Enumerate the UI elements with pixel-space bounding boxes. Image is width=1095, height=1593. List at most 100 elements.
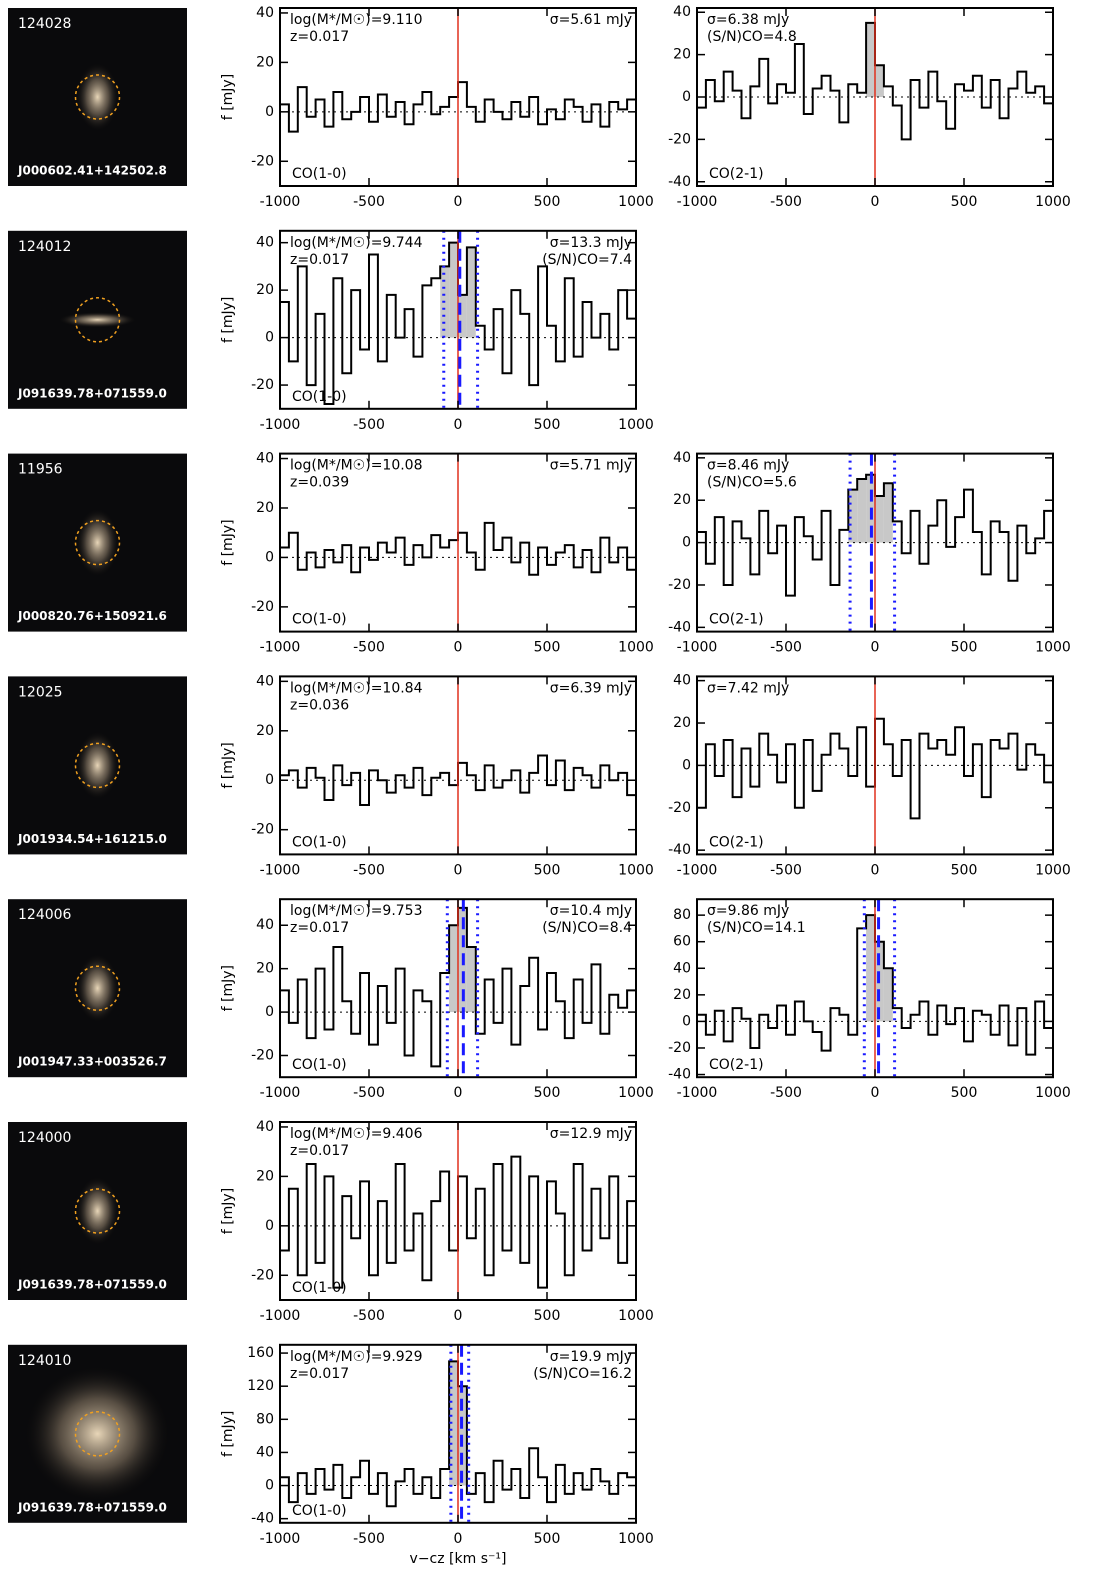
y-tick-label: 0 <box>265 330 274 346</box>
galaxy-id: 124000 <box>18 1130 71 1146</box>
galaxy-light <box>75 953 120 1024</box>
y-tick-label: -20 <box>668 800 691 816</box>
galaxy-id: 124006 <box>18 907 72 923</box>
y-tick-label: -20 <box>251 1047 274 1063</box>
line-label: CO(1-0) <box>292 1503 347 1519</box>
galaxy-light <box>75 730 120 801</box>
y-axis-label: f [mJy] <box>220 965 236 1011</box>
annotation: z=0.036 <box>290 697 349 713</box>
x-tick-label: 0 <box>454 640 463 656</box>
annotation: (S/N)CO=8.4 <box>542 920 632 936</box>
x-tick-label: -1000 <box>260 862 301 878</box>
x-tick-label: 1000 <box>1035 1085 1071 1101</box>
annotation: log(M*/M☉)=10.08 <box>290 458 423 474</box>
y-tick-label: -40 <box>668 1067 691 1083</box>
galaxy-light <box>75 62 120 132</box>
y-tick-label: 0 <box>265 1218 274 1234</box>
line-label: CO(2-1) <box>709 1057 764 1073</box>
x-tick-label: 0 <box>871 1085 880 1101</box>
y-axis-label: f [mJy] <box>220 74 236 120</box>
x-tick-label: -500 <box>770 1085 802 1101</box>
y-tick-label: -20 <box>251 822 274 838</box>
aperture <box>74 1411 121 1457</box>
annotation: log(M*/M☉)=9.406 <box>290 1126 423 1142</box>
annotation: σ=7.42 mJy <box>707 680 789 696</box>
spectrum-panel: -1000 -500 0 500 1000 -20 0 20 40 f [mJy] log(M*/M… <box>220 673 654 878</box>
line-label: CO(1-0) <box>292 612 347 628</box>
y-tick-label: 40 <box>673 4 691 20</box>
annotation: (S/N)CO=4.8 <box>707 29 797 45</box>
y-axis-label: f [mJy] <box>220 519 236 565</box>
line-shade <box>875 65 884 97</box>
y-tick-label: 20 <box>673 47 691 63</box>
x-tick-label: -1000 <box>677 1085 718 1101</box>
x-tick-label: -1000 <box>260 194 301 210</box>
annotation: log(M*/M☉)=9.753 <box>290 903 423 919</box>
x-tick-label: 500 <box>534 1085 561 1101</box>
x-tick-label: 1000 <box>618 194 654 210</box>
y-tick-label: -20 <box>251 1267 274 1283</box>
x-tick-label: 0 <box>871 640 880 656</box>
y-tick-label: -20 <box>251 153 274 169</box>
aperture <box>74 519 121 566</box>
y-tick-label: -20 <box>668 131 691 147</box>
y-tick-label: 40 <box>673 960 691 976</box>
annotation: (S/N)CO=16.2 <box>533 1366 632 1382</box>
y-tick-label: 40 <box>256 451 274 467</box>
spectrum-panel: -1000 -500 0 500 1000 -20 0 20 40 f [mJy] log(M*/M… <box>220 898 654 1101</box>
x-tick-label: 1000 <box>618 1308 654 1324</box>
x-tick-label: 0 <box>454 1085 463 1101</box>
y-tick-label: -40 <box>668 842 691 858</box>
x-tick-label: -1000 <box>677 194 718 210</box>
line-label: CO(1-0) <box>292 834 347 850</box>
x-tick-label: -500 <box>770 862 802 878</box>
x-tick-label: -500 <box>353 1085 385 1101</box>
annotation: log(M*/M☉)=9.929 <box>290 1349 423 1365</box>
aperture <box>74 965 121 1011</box>
y-tick-label: 0 <box>682 757 691 773</box>
spectrum-panel: -1000 -500 0 500 1000 -20 0 20 40 f [mJy] log(M*/M… <box>220 451 654 656</box>
y-tick-label: 40 <box>256 1444 274 1460</box>
x-tick-label: 500 <box>951 862 978 878</box>
y-tick-label: 0 <box>265 549 274 565</box>
y-tick-label: -20 <box>668 577 691 593</box>
line-label: CO(2-1) <box>709 612 764 628</box>
annotation: z=0.017 <box>290 1143 349 1159</box>
line-shade <box>866 915 875 1022</box>
line-shade <box>466 946 476 1013</box>
y-tick-label: 20 <box>673 492 691 508</box>
x-tick-label: 0 <box>454 1531 463 1547</box>
x-tick-label: -1000 <box>260 1308 301 1324</box>
x-tick-label: 1000 <box>1035 640 1071 656</box>
x-tick-label: -1000 <box>260 1085 301 1101</box>
annotation: z=0.039 <box>290 475 349 491</box>
x-tick-label: -1000 <box>260 640 301 656</box>
galaxy-light <box>75 1176 120 1246</box>
x-tick-label: -500 <box>353 1308 385 1324</box>
y-tick-label: 20 <box>673 715 691 731</box>
line-label: CO(1-0) <box>292 1057 347 1073</box>
galaxy-name: J091639.78+071559.0 <box>17 1278 167 1292</box>
galaxy-name: J001934.54+161215.0 <box>17 832 167 846</box>
annotation: z=0.017 <box>290 252 349 268</box>
y-tick-label: 20 <box>673 987 691 1003</box>
annotation: σ=10.4 mJy <box>550 903 632 919</box>
x-tick-label: -500 <box>353 417 385 433</box>
line-shade <box>848 489 858 543</box>
annotation: σ=9.86 mJy <box>707 903 789 919</box>
annotation: (S/N)CO=5.6 <box>707 475 797 491</box>
x-tick-label: -1000 <box>677 862 718 878</box>
galaxy-light <box>57 311 138 328</box>
x-tick-label: 1000 <box>1035 194 1071 210</box>
spectrum-panel: -1000 -500 0 500 1000 -40 -20 0 20 40 σ=8.46 mJy(S… <box>668 450 1071 656</box>
x-tick-label: 1000 <box>618 417 654 433</box>
y-tick-label: 20 <box>256 1168 274 1184</box>
x-tick-label: 1000 <box>618 1531 654 1547</box>
galaxy-id: 12025 <box>18 684 63 700</box>
y-tick-label: 0 <box>265 772 274 788</box>
y-tick-label: 120 <box>247 1378 274 1394</box>
galaxy-name: J001947.33+003526.7 <box>17 1055 167 1069</box>
y-tick-label: 40 <box>256 5 274 21</box>
x-tick-label: 500 <box>951 194 978 210</box>
